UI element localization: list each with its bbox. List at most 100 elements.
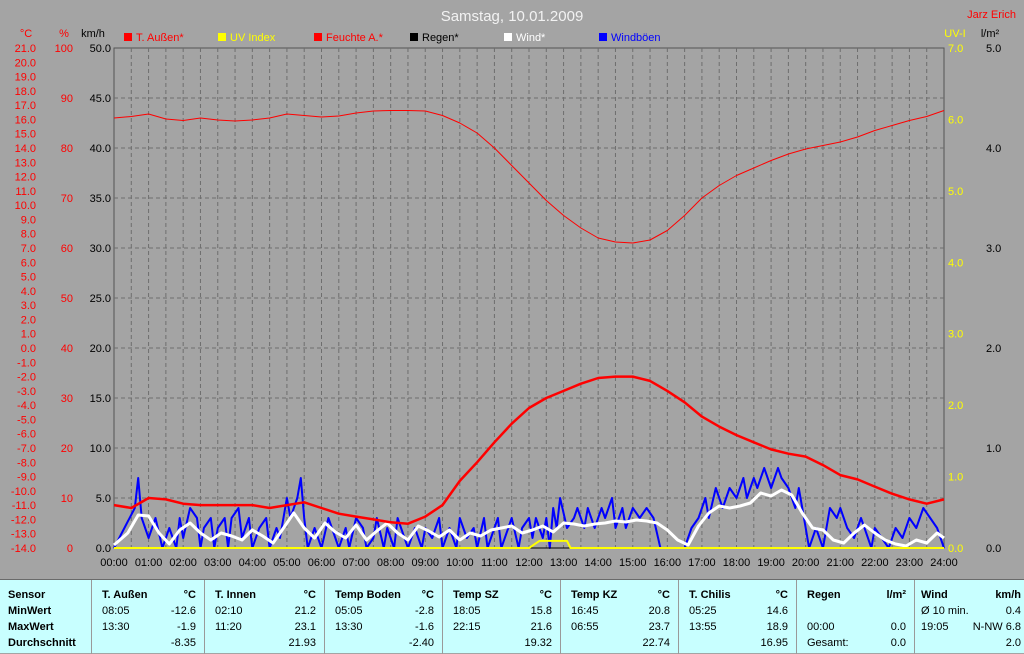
axis-tick-label: 2.0 bbox=[986, 343, 1001, 355]
max-val: 0.0 bbox=[890, 621, 906, 633]
stats-col-t-chilis: T. Chilis °C 05:25 14.6 13:55 18.9 16.95 bbox=[679, 580, 797, 654]
col-name: T. Außen bbox=[102, 589, 148, 601]
axis-tick-label: 7.0 bbox=[948, 43, 963, 55]
max-val: 23.7 bbox=[648, 621, 670, 633]
hum-unit-label: % bbox=[59, 28, 69, 40]
axis-tick-label: 3.0 bbox=[21, 300, 36, 312]
col-unit: km/h bbox=[995, 589, 1021, 601]
axis-tick-label: 4.0 bbox=[986, 143, 1001, 155]
col-name: T. Innen bbox=[215, 589, 256, 601]
axis-tick-label: 40 bbox=[61, 343, 73, 355]
legend-swatch bbox=[218, 33, 226, 41]
axis-tick-label: 30 bbox=[61, 393, 73, 405]
sensor-header: Sensor bbox=[8, 589, 46, 601]
max-time: 13:30 bbox=[335, 621, 363, 633]
axis-tick-label: -4.0 bbox=[17, 400, 36, 412]
avg-val: 21.93 bbox=[288, 637, 316, 649]
avg-label: Gesamt: bbox=[807, 637, 849, 649]
stats-col-temp-sz: Temp SZ °C 18:05 15.8 22:15 21.6 19.32 bbox=[443, 580, 561, 654]
legend: T. Außen* UV Index Feuchte A.* Regen* Wind* W… bbox=[124, 32, 661, 44]
avg-val: -8.35 bbox=[170, 637, 196, 649]
axis-tick-label: -9.0 bbox=[17, 472, 36, 484]
x-tick-label: 20:00 bbox=[792, 557, 820, 569]
min-val: 20.8 bbox=[648, 605, 670, 617]
temp-unit-label: °C bbox=[20, 28, 32, 40]
axis-tick-label: -7.0 bbox=[17, 443, 36, 455]
x-tick-label: 02:00 bbox=[169, 557, 197, 569]
author-label: Jarz Erich bbox=[967, 9, 1016, 21]
wind-axis: 50.0 45.0 40.0 35.0 30.0 25.0 20.0 15.0 10.0 5.0 0… bbox=[90, 43, 111, 555]
legend-label: Feuchte A.* bbox=[326, 32, 384, 44]
axis-tick-label: -8.0 bbox=[17, 457, 36, 469]
x-tick-label: 13:00 bbox=[550, 557, 578, 569]
col-name: Temp Boden bbox=[335, 589, 401, 601]
col-name: Regen bbox=[807, 589, 841, 601]
max-time: 22:15 bbox=[453, 621, 481, 633]
axis-tick-label: 6.0 bbox=[948, 114, 963, 126]
axis-tick-label: 12.0 bbox=[15, 172, 36, 184]
series-line-t-au-en bbox=[113, 375, 945, 525]
x-tick-label: 18:00 bbox=[723, 557, 751, 569]
col-unit: °C bbox=[303, 589, 316, 601]
axis-tick-label: 5.0 bbox=[948, 186, 963, 198]
x-tick-label: 23:00 bbox=[896, 557, 924, 569]
max-val: 23.1 bbox=[294, 621, 316, 633]
x-tick-label: 19:00 bbox=[757, 557, 785, 569]
legend-swatch bbox=[314, 33, 322, 41]
x-tick-label: 24:00 bbox=[930, 557, 958, 569]
axis-tick-label: -3.0 bbox=[17, 386, 36, 398]
col-unit: °C bbox=[657, 589, 670, 601]
min-val: 21.2 bbox=[294, 605, 316, 617]
axis-tick-label: 90 bbox=[61, 93, 73, 105]
avg-val: 0.0 bbox=[890, 637, 906, 649]
axis-tick-label: 35.0 bbox=[90, 193, 111, 205]
uv-axis: 7.0 6.0 5.0 4.0 3.0 2.0 1.0 0.0 bbox=[948, 43, 963, 555]
max-val: N-NW 6.8 bbox=[972, 621, 1021, 633]
series-line-feuchte-a bbox=[113, 110, 945, 244]
avg-val: 2.0 bbox=[1005, 637, 1021, 649]
axis-tick-label: 10.0 bbox=[90, 443, 111, 455]
axis-tick-label: 0.0 bbox=[21, 343, 36, 355]
x-tick-label: 10:00 bbox=[446, 557, 474, 569]
x-tick-label: 16:00 bbox=[654, 557, 682, 569]
axis-tick-label: 5.0 bbox=[21, 272, 36, 284]
max-time: 19:05 bbox=[921, 621, 949, 633]
min-time: 05:25 bbox=[689, 605, 717, 617]
axis-tick-label: 11.0 bbox=[15, 186, 36, 198]
axis-tick-label: -1.0 bbox=[17, 357, 36, 369]
max-time: 11:20 bbox=[215, 621, 242, 633]
axis-tick-label: 1.0 bbox=[986, 443, 1001, 455]
col-unit: °C bbox=[421, 589, 434, 601]
x-tick-label: 14:00 bbox=[584, 557, 612, 569]
x-tick-label: 05:00 bbox=[273, 557, 301, 569]
axis-tick-label: 4.0 bbox=[21, 286, 36, 298]
axis-tick-label: 40.0 bbox=[90, 143, 111, 155]
stats-col-temp-boden: Temp Boden °C 05:05 -2.8 13:30 -1.6 -2.40 bbox=[325, 580, 443, 654]
x-tick-label: 04:00 bbox=[239, 557, 267, 569]
min-time: 08:05 bbox=[102, 605, 130, 617]
col-name: Temp KZ bbox=[571, 589, 618, 601]
col-name: Wind bbox=[921, 589, 948, 601]
axis-tick-label: 13.0 bbox=[15, 157, 36, 169]
legend-swatch bbox=[410, 33, 418, 41]
x-tick-label: 11:00 bbox=[481, 557, 508, 569]
axis-tick-label: 15.0 bbox=[15, 129, 36, 141]
axis-tick-label: 50 bbox=[61, 293, 73, 305]
legend-label: Wind* bbox=[516, 32, 546, 44]
x-tick-label: 09:00 bbox=[411, 557, 439, 569]
min-val: 0.4 bbox=[1005, 605, 1021, 617]
x-tick-label: 17:00 bbox=[688, 557, 716, 569]
min-val: -2.8 bbox=[415, 605, 434, 617]
stats-col-t-innen: T. Innen °C 02:10 21.2 11:20 23.1 21.93 bbox=[205, 580, 325, 654]
axis-tick-label: -13.0 bbox=[11, 529, 36, 541]
uv-unit-label: UV-I bbox=[944, 28, 965, 40]
axis-tick-label: 10 bbox=[61, 493, 73, 505]
legend-label: UV Index bbox=[230, 32, 276, 44]
axis-tick-label: 6.0 bbox=[21, 257, 36, 269]
axis-tick-label: -14.0 bbox=[11, 543, 36, 555]
min-time: 16:45 bbox=[571, 605, 599, 617]
axis-tick-label: 8.0 bbox=[21, 229, 36, 241]
axis-tick-label: 5.0 bbox=[986, 43, 1001, 55]
axis-tick-label: 4.0 bbox=[948, 257, 963, 269]
axis-tick-label: 21.0 bbox=[15, 43, 36, 55]
